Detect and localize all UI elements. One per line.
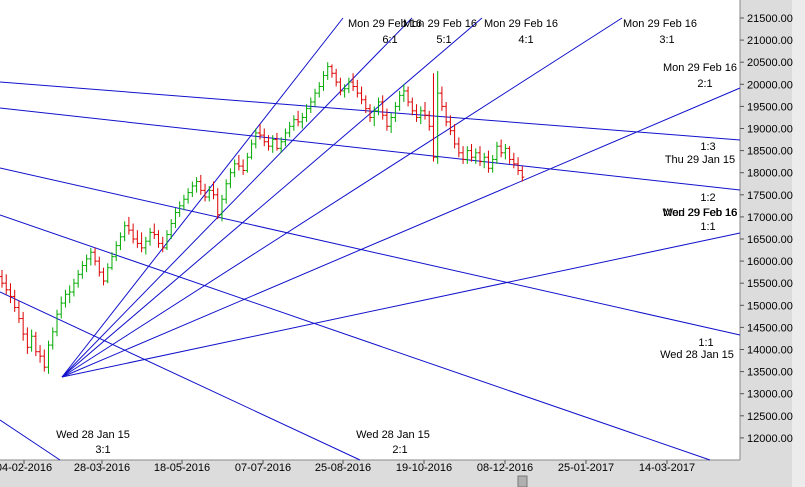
gann-label-ratio: 3:1 <box>659 34 674 46</box>
y-tick-label: 12000.00 <box>747 433 793 445</box>
y-tick-label: 21500.00 <box>747 13 793 25</box>
x-tick-label: 28-03-2016 <box>74 462 130 474</box>
x-tick-label: 14-03-2017 <box>639 462 695 474</box>
x-tick-label: 25-08-2016 <box>315 462 371 474</box>
y-tick-label: 15000.00 <box>747 300 793 312</box>
y-tick-label: 14500.00 <box>747 322 793 334</box>
gann-line <box>0 291 361 461</box>
candlestick-series <box>0 62 525 374</box>
gann-fan-lines <box>0 17 741 461</box>
gann-line <box>0 167 741 336</box>
y-tick-label: 18000.00 <box>747 168 793 180</box>
x-tick-label: 19-10-2016 <box>396 462 452 474</box>
gann-label-date: Mon 29 Feb 16 <box>623 18 697 30</box>
y-tick-label: 14000.00 <box>747 345 793 357</box>
y-axis-scroll-strip[interactable] <box>792 0 805 487</box>
y-tick-label: 15500.00 <box>747 278 793 290</box>
y-tick-label: 17500.00 <box>747 190 793 202</box>
y-tick-label: 16500.00 <box>747 234 793 246</box>
gann-line <box>61 17 344 378</box>
x-axis-panel <box>0 460 740 487</box>
gann-label-date: Mon 29 Feb 16 <box>484 18 558 30</box>
y-tick-label: 17000.00 <box>747 212 793 224</box>
gann-label-ratio: 3:1 <box>95 444 110 456</box>
x-tick-label: 18-05-2016 <box>154 462 210 474</box>
y-tick-label: 13500.00 <box>747 367 793 379</box>
gann-line <box>0 214 711 461</box>
gann-line <box>61 87 741 378</box>
y-tick-label: 13000.00 <box>747 389 793 401</box>
y-tick-label: 21000.00 <box>747 35 793 47</box>
plot-background <box>0 0 740 460</box>
y-tick-label: 16000.00 <box>747 256 793 268</box>
gann-label-date: Wed 28 Jan 15 <box>356 429 430 441</box>
gann-label-date: Mon 29 Feb 16 <box>348 18 422 30</box>
gann-line <box>0 419 61 461</box>
gann-label-ratio: 1:2 <box>700 192 715 204</box>
gann-label-date: Mon 29 Feb 16 <box>663 207 737 219</box>
y-tick-label: 20000.00 <box>747 79 793 91</box>
gann-line <box>61 17 483 378</box>
gann-label-ratio: 1:3 <box>700 141 715 153</box>
gann-label-ratio: 5:1 <box>436 34 451 46</box>
gann-line <box>0 107 741 191</box>
gann-line <box>61 17 413 378</box>
gann-label-ratio: 2:1 <box>697 78 712 90</box>
x-tick-label: 08-12-2016 <box>477 462 533 474</box>
gann-label-ratio: 4:1 <box>518 34 533 46</box>
gann-label-ratio: 6:1 <box>382 34 397 46</box>
y-tick-label: 19500.00 <box>747 101 793 113</box>
x-tick-label: 07-07-2016 <box>235 462 291 474</box>
gann-label-date: Wed 29 Feb 16 <box>662 207 737 219</box>
gann-fan-labels: Mon 29 Feb 16 6:1 Mon 29 Feb 16 5:1 Mon 29 F… <box>56 18 737 456</box>
gann-label-ratio: 1:1 <box>698 337 713 349</box>
gann-label-date: Mon 29 Feb 16 <box>663 62 737 74</box>
scrollbar-thumb[interactable] <box>517 475 528 487</box>
x-tick-label: 25-01-2017 <box>558 462 614 474</box>
gann-label-date: Wed 28 Jan 15 <box>56 429 130 441</box>
gann-line <box>61 17 623 378</box>
y-tick-label: 20500.00 <box>747 57 793 69</box>
gann-label-ratio: 2:1 <box>392 444 407 456</box>
gann-line <box>61 232 741 378</box>
y-axis-ticks: 21500.00 21000.00 20500.00 20000.00 19500.00… <box>740 13 793 445</box>
x-axis-ticks: 04-02-2016 28-03-2016 18-05-2016 07-07-2016… <box>0 460 695 474</box>
y-tick-label: 18500.00 <box>747 146 793 158</box>
gann-label-ratio: 1:1 <box>700 221 715 233</box>
y-tick-label: 19000.00 <box>747 124 793 136</box>
gann-label-date: Wed 28 Jan 15 <box>660 349 734 361</box>
gann-label-date: Mon 29 Feb 16 <box>403 18 477 30</box>
gann-label-date: Thu 29 Jan 15 <box>665 154 735 166</box>
x-tick-label: 04-02-2016 <box>0 462 52 474</box>
y-tick-label: 12500.00 <box>747 411 793 423</box>
